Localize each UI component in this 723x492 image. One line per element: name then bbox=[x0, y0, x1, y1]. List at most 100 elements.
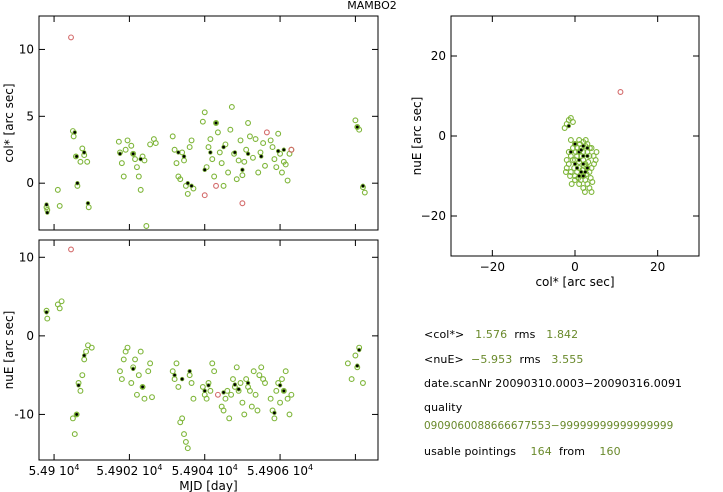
data-point-green bbox=[561, 125, 568, 131]
data-point-green bbox=[361, 189, 368, 196]
stat-date-label: date.scanNr bbox=[424, 377, 492, 390]
data-point-green bbox=[262, 162, 268, 169]
data-point-green bbox=[282, 368, 289, 375]
stat-quality-label: quality bbox=[424, 401, 463, 414]
y-axis-label: nuE [arc sec] bbox=[2, 311, 16, 390]
data-point-black bbox=[585, 153, 590, 159]
data-point-green bbox=[233, 364, 240, 371]
data-point-green bbox=[44, 315, 51, 322]
data-point-green bbox=[173, 360, 180, 367]
data-point-green bbox=[88, 344, 95, 351]
data-point-green bbox=[186, 372, 193, 379]
y-tick-label: −20 bbox=[421, 209, 446, 223]
data-point-green bbox=[246, 133, 253, 140]
stat-quality-value: 0909060088666677553−99999999999999999 bbox=[424, 420, 674, 432]
data-point-green bbox=[58, 298, 65, 305]
data-point-black bbox=[272, 410, 277, 416]
data-point-green bbox=[589, 179, 596, 185]
data-point-green bbox=[216, 149, 223, 156]
stat-pointings-from: from bbox=[559, 445, 586, 458]
data-point-green bbox=[359, 380, 366, 386]
data-point-green bbox=[128, 142, 135, 149]
data-point-green bbox=[188, 380, 195, 386]
data-point-green bbox=[207, 136, 214, 143]
data-point-green bbox=[228, 391, 235, 398]
data-point-green bbox=[227, 126, 234, 133]
data-point-green bbox=[277, 399, 284, 406]
data-point-green bbox=[211, 173, 218, 180]
figure-title: MAMBO2 bbox=[347, 0, 397, 12]
data-point-green bbox=[284, 177, 291, 184]
data-point-green bbox=[220, 407, 227, 414]
data-point-green bbox=[352, 117, 359, 124]
data-point-green bbox=[258, 364, 265, 371]
stat-pointings-label: usable pointings bbox=[424, 445, 517, 458]
data-point-black bbox=[245, 380, 251, 386]
x-tick-label: 20 bbox=[650, 260, 665, 274]
data-point-green bbox=[563, 157, 570, 163]
data-point-green bbox=[243, 146, 250, 153]
data-point-green bbox=[181, 431, 187, 438]
data-point-green bbox=[562, 169, 569, 175]
data-point-green bbox=[188, 137, 195, 144]
data-point-green bbox=[149, 394, 155, 401]
data-point-green bbox=[177, 176, 184, 183]
data-point-green bbox=[241, 158, 248, 165]
data-point-black bbox=[81, 150, 87, 155]
data-point-green bbox=[203, 395, 210, 402]
data-point-green bbox=[128, 380, 135, 386]
y-tick-label: 0 bbox=[26, 176, 34, 190]
data-point-green bbox=[133, 391, 140, 398]
y-axis-label: nuE [arc sec] bbox=[410, 97, 424, 176]
data-point-green bbox=[267, 395, 274, 402]
data-point-black bbox=[176, 150, 181, 155]
data-point-green bbox=[279, 169, 285, 176]
data-point-green bbox=[81, 356, 88, 363]
data-point-black bbox=[585, 165, 590, 171]
data-point-green bbox=[122, 146, 129, 153]
data-point-green bbox=[70, 133, 77, 140]
stat-col-rms: 1.842 bbox=[546, 328, 579, 341]
data-point-black bbox=[138, 156, 143, 162]
data-point-green bbox=[262, 380, 268, 386]
data-point-green bbox=[226, 415, 233, 422]
data-point-green bbox=[255, 169, 262, 176]
data-point-black bbox=[213, 120, 219, 126]
data-point-black bbox=[277, 383, 283, 388]
data-point-black bbox=[45, 210, 50, 215]
data-point-green bbox=[171, 146, 178, 153]
data-point-green bbox=[181, 157, 187, 164]
data-point-green bbox=[186, 144, 193, 151]
panel-col-vs-time: 0 5 10 col* [arc sec] bbox=[2, 15, 379, 231]
data-point-black bbox=[74, 154, 79, 159]
data-point-green bbox=[77, 158, 84, 165]
x-tick-label: 5.49 104 bbox=[29, 463, 80, 478]
data-point-green bbox=[241, 411, 248, 418]
data-point-green bbox=[135, 173, 142, 180]
plot-frame bbox=[38, 15, 379, 231]
data-point-green bbox=[84, 158, 91, 165]
data-point-green bbox=[54, 186, 61, 193]
data-point-green bbox=[124, 344, 131, 351]
data-point-green bbox=[576, 137, 583, 143]
data-point-green bbox=[249, 154, 256, 161]
y-tick-label: 10 bbox=[19, 42, 34, 56]
data-point-black bbox=[585, 145, 590, 151]
data-point-green bbox=[250, 368, 257, 375]
data-point-green bbox=[171, 376, 178, 383]
data-point-green bbox=[218, 160, 225, 167]
stat-pointings-used: 164 bbox=[530, 445, 552, 458]
data-point-green bbox=[56, 202, 63, 209]
data-point-black bbox=[232, 150, 238, 155]
x-tick-exponent: 4 bbox=[157, 463, 162, 472]
data-point-green bbox=[175, 383, 182, 390]
data-point-green bbox=[245, 120, 252, 126]
data-point-black bbox=[76, 383, 81, 388]
data-point-green bbox=[120, 173, 127, 180]
data-point-black bbox=[576, 173, 582, 179]
data-point-green bbox=[239, 399, 246, 406]
data-point-red bbox=[263, 129, 270, 136]
data-point-black bbox=[44, 310, 49, 315]
data-point-green bbox=[237, 137, 244, 144]
data-point-green bbox=[201, 109, 208, 116]
